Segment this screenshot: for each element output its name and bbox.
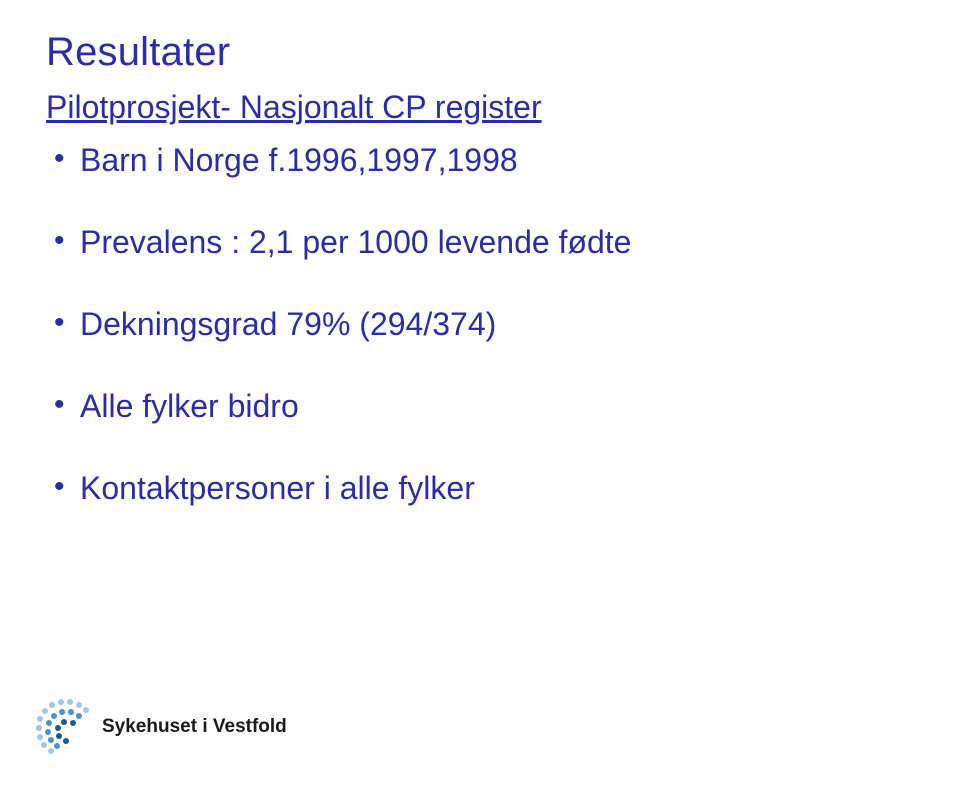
slide-title: Resultater [46,30,914,75]
logo-dot [83,707,89,713]
logo-dot [36,725,42,731]
logo-dot [45,729,51,735]
list-item: Prevalens : 2,1 per 1000 levende fødte [46,222,914,262]
logo-dot [58,699,64,705]
logo-dot [67,699,73,705]
logo-dot [54,743,60,749]
logo-dot [48,748,54,754]
list-item: Barn i Norge f.1996,1997,1998 [46,140,914,180]
logo-dot [51,713,57,719]
logo-dot [76,702,82,708]
logo-dot [48,737,54,743]
logo-dot [76,713,82,719]
hospital-logo: Sykehuset i Vestfold [36,698,287,756]
logo-dot [37,734,43,740]
logo-dot [42,708,48,714]
logo-dot [56,733,62,739]
logo-dot [49,702,55,708]
slide: Resultater Pilotprosjekt- Nasjonalt CP r… [0,0,960,798]
logo-text: Sykehuset i Vestfold [102,716,287,738]
logo-dot [63,738,69,744]
list-item: Kontaktpersoner i alle fylker [46,468,914,508]
list-item: Alle fylker bidro [46,386,914,426]
logo-dot [68,709,74,715]
logo-dot [46,720,52,726]
list-item: Dekningsgrad 79% (294/374) [46,304,914,344]
slide-subtitle: Pilotprosjekt- Nasjonalt CP register [46,89,914,126]
logo-dot [55,725,61,731]
logo-dot [37,716,43,722]
logo-dot [61,719,67,725]
logo-dot [41,742,47,748]
logo-dot [70,720,76,726]
logo-dot [59,709,65,715]
bullet-list: Barn i Norge f.1996,1997,1998 Prevalens … [46,140,914,508]
logo-dots-icon [36,698,94,756]
